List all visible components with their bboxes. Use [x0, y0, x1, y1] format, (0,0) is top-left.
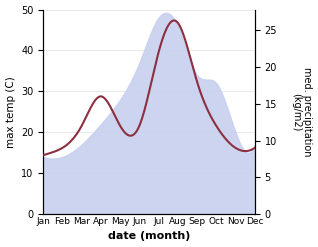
X-axis label: date (month): date (month)	[108, 231, 190, 242]
Y-axis label: max temp (C): max temp (C)	[5, 76, 16, 148]
Y-axis label: med. precipitation
(kg/m2): med. precipitation (kg/m2)	[291, 67, 313, 157]
